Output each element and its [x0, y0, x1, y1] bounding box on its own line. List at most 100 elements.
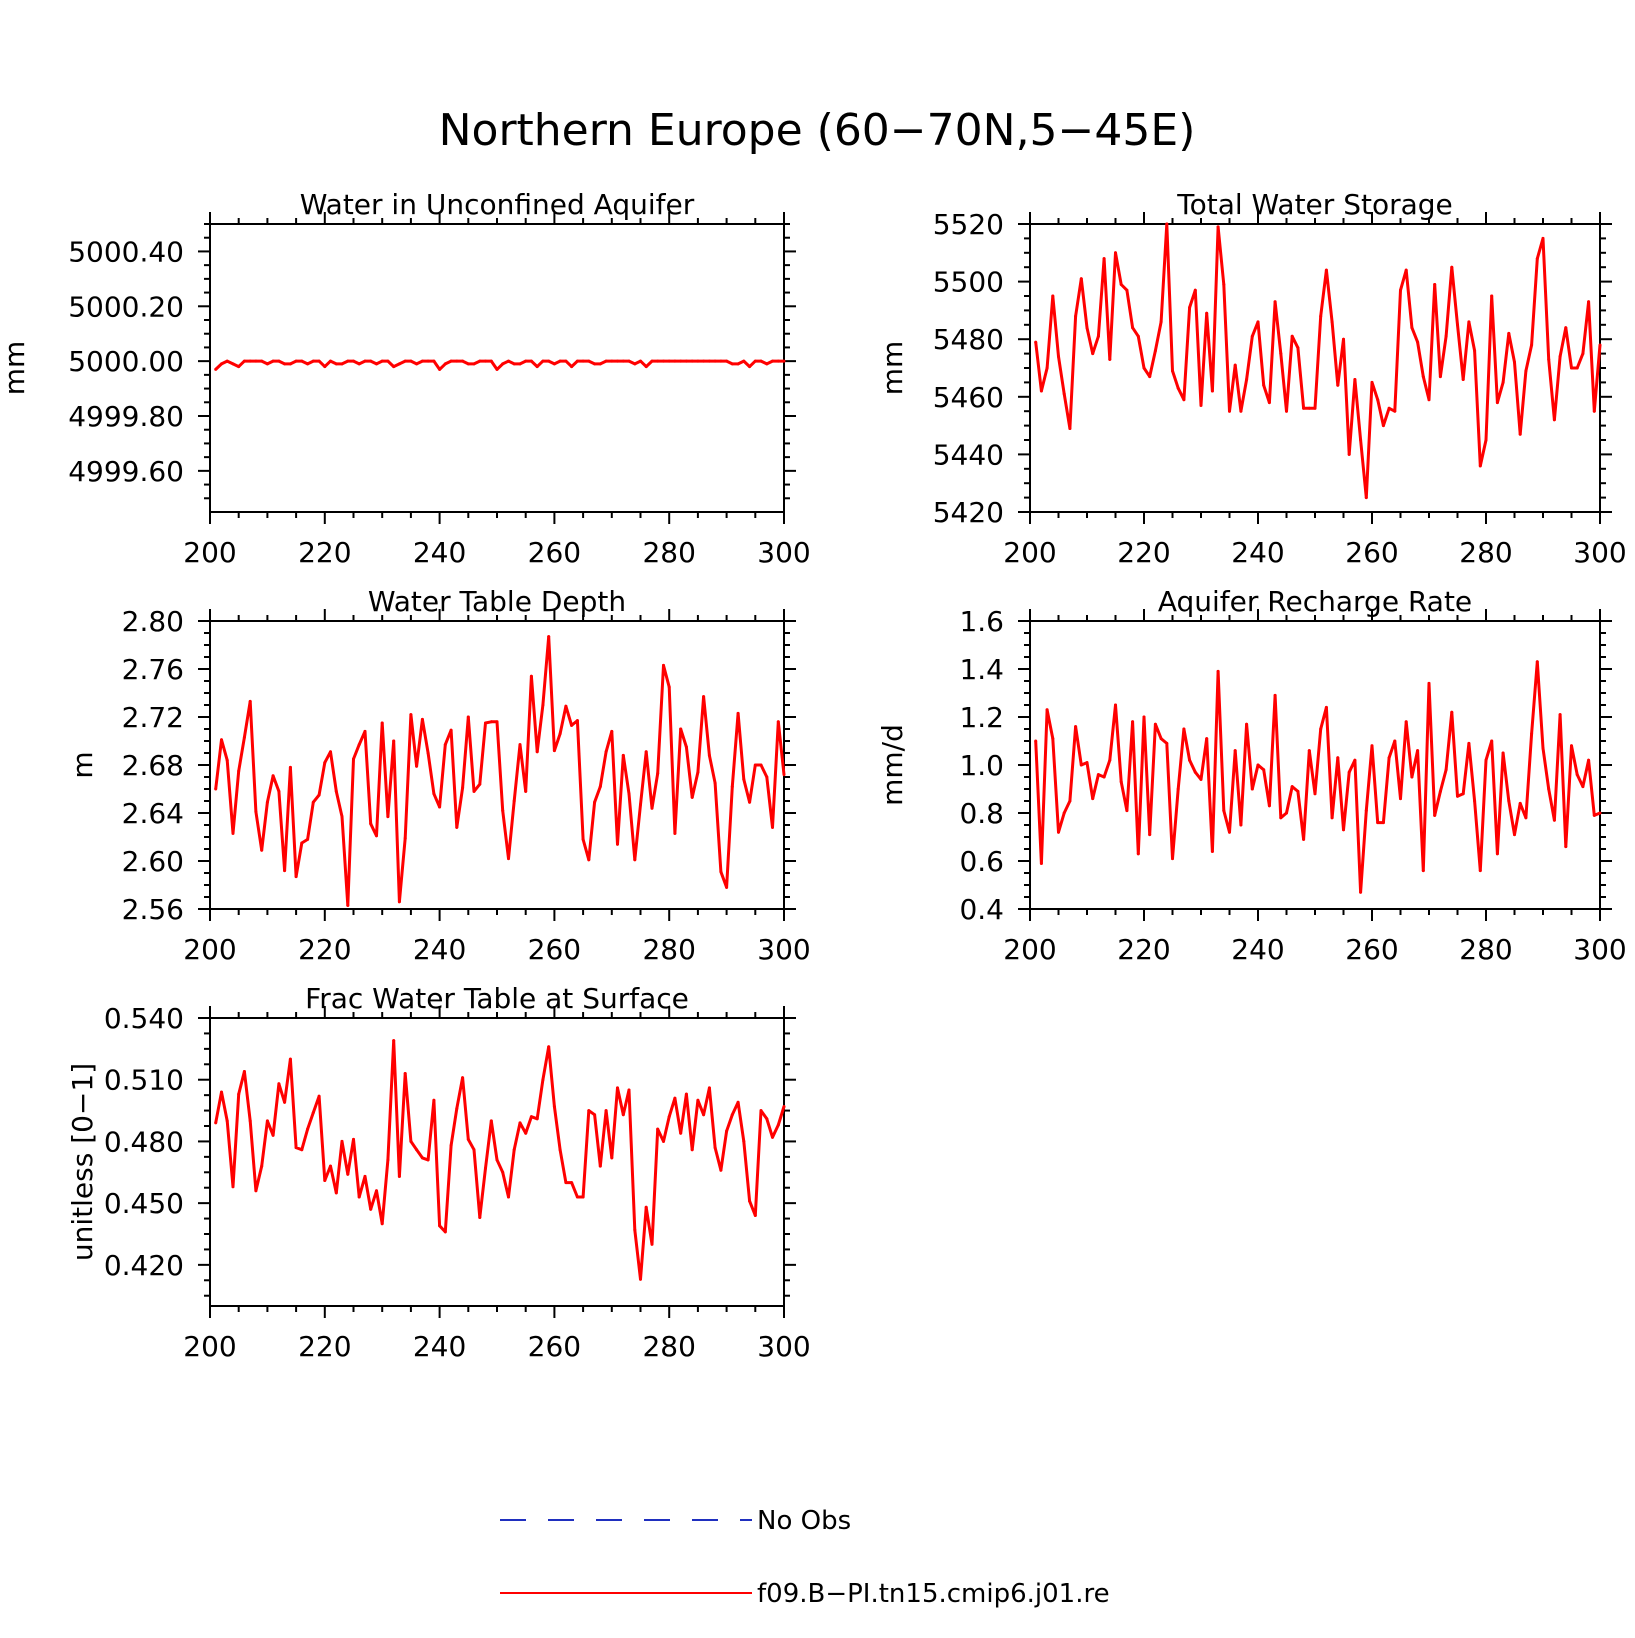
x-tick-label: 260	[528, 1330, 581, 1363]
data-point	[300, 359, 304, 363]
data-point	[667, 685, 671, 689]
data-point	[1262, 768, 1266, 772]
data-point	[455, 359, 459, 363]
data-point	[1433, 283, 1437, 286]
x-tick-label: 300	[757, 536, 810, 569]
data-point	[1256, 763, 1260, 767]
data-point	[415, 764, 419, 768]
data-point	[771, 1135, 774, 1139]
data-point	[1381, 821, 1385, 825]
data-point	[443, 362, 447, 366]
data-point	[610, 729, 614, 733]
data-point	[593, 362, 597, 366]
y-axis-label: mm	[0, 341, 31, 396]
data-point	[1330, 816, 1334, 820]
data-point	[581, 359, 585, 363]
data-point	[1404, 268, 1408, 272]
data-point	[650, 806, 654, 810]
data-point	[1416, 340, 1420, 344]
data-point	[288, 362, 292, 366]
data-point	[644, 365, 648, 369]
data-point	[409, 359, 413, 363]
data-point	[472, 789, 476, 793]
data-point	[254, 1189, 258, 1193]
data-point	[1210, 389, 1214, 393]
data-point	[1062, 392, 1066, 396]
data-point	[1547, 787, 1551, 791]
data-point	[1438, 789, 1442, 793]
data-point	[1039, 861, 1043, 865]
data-point	[438, 805, 442, 809]
data-point	[644, 1205, 648, 1209]
data-point	[443, 743, 447, 747]
data-point	[1513, 833, 1516, 837]
y-tick-label: 4999.80	[68, 400, 184, 433]
data-point	[1404, 720, 1408, 724]
y-tick-label: 5480	[933, 323, 1004, 356]
data-point	[1285, 811, 1288, 815]
panel-1: Total Water Storage 200 220 240 260 280 300 552…	[876, 188, 1627, 569]
data-point	[713, 781, 717, 785]
data-point	[1153, 349, 1157, 353]
x-tick-label: 240	[413, 1330, 466, 1363]
data-point	[420, 1156, 424, 1160]
data-point	[484, 1166, 487, 1170]
data-point	[719, 870, 723, 874]
data-point	[1456, 794, 1459, 798]
data-point	[1279, 352, 1283, 356]
data-point	[1552, 418, 1556, 422]
panel-3: Aquifer Recharge Rate 200 220 240 260 280 300 1…	[876, 585, 1627, 966]
y-tick-label: 1.2	[959, 701, 1004, 734]
data-point	[352, 757, 355, 761]
data-point	[633, 362, 637, 366]
data-point	[1239, 823, 1243, 827]
data-point	[1045, 708, 1049, 712]
y-tick-label: 2.76	[122, 653, 184, 686]
data-point	[495, 367, 499, 371]
data-point	[1079, 277, 1083, 281]
data-point	[552, 1105, 556, 1108]
data-point	[1319, 727, 1323, 731]
data-point	[1233, 749, 1237, 753]
data-point	[598, 785, 602, 789]
data-point	[541, 703, 545, 707]
data-point	[1359, 438, 1363, 442]
data-point	[564, 359, 568, 363]
data-point	[662, 359, 665, 363]
data-point	[1307, 749, 1311, 753]
y-tick-label: 5460	[933, 381, 1004, 414]
data-point	[782, 359, 786, 363]
data-point	[1296, 346, 1300, 350]
data-point	[1342, 828, 1345, 832]
data-point	[748, 800, 752, 804]
y-tick-label: 5000.40	[68, 235, 184, 268]
data-point	[547, 635, 551, 639]
data-point	[461, 1076, 465, 1080]
data-point	[392, 1039, 396, 1043]
panel-title: Water Table Depth	[368, 585, 626, 618]
data-point	[765, 775, 769, 779]
data-point	[1102, 775, 1106, 779]
data-point	[311, 800, 315, 804]
data-point	[730, 362, 734, 366]
main-title: Northern Europe (60−70N,5−45E)	[439, 105, 1196, 156]
data-point	[363, 729, 367, 733]
data-point	[403, 836, 407, 840]
y-tick-label: 1.6	[959, 605, 1004, 638]
data-point	[593, 800, 597, 804]
data-point	[397, 900, 401, 904]
data-point	[277, 789, 281, 793]
data-point	[1461, 378, 1465, 381]
data-point	[248, 699, 252, 703]
data-point	[512, 1148, 516, 1152]
data-point	[415, 362, 419, 366]
data-point	[1381, 424, 1385, 428]
data-point	[392, 365, 396, 369]
data-point	[1182, 398, 1186, 402]
data-point	[283, 869, 287, 873]
data-point	[375, 362, 378, 366]
data-point	[765, 1117, 769, 1121]
data-point	[1096, 334, 1100, 338]
y-tick-label: 2.68	[122, 749, 184, 782]
data-point	[466, 715, 470, 719]
